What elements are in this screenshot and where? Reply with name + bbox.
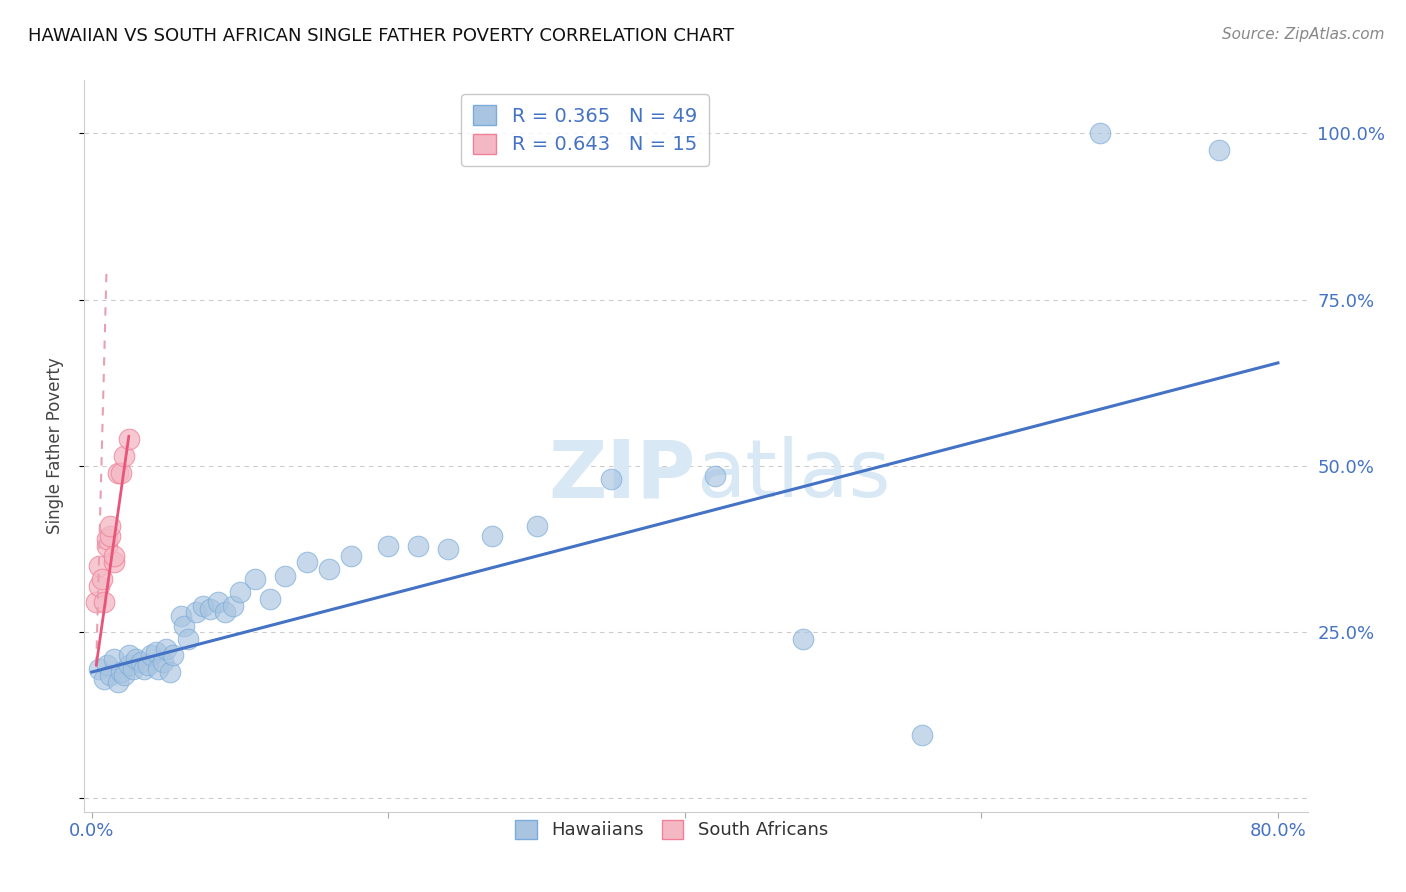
Point <box>200 602 222 616</box>
Point <box>103 555 125 569</box>
Point <box>98 529 121 543</box>
Point <box>118 433 141 447</box>
Point <box>93 595 115 609</box>
Point <box>318 562 340 576</box>
Point <box>112 668 135 682</box>
Point <box>406 539 429 553</box>
Text: HAWAIIAN VS SOUTH AFRICAN SINGLE FATHER POVERTY CORRELATION CHART: HAWAIIAN VS SOUTH AFRICAN SINGLE FATHER … <box>28 27 734 45</box>
Point <box>129 655 152 669</box>
Point <box>89 662 111 676</box>
Point <box>214 605 236 619</box>
Point <box>103 549 125 563</box>
Point <box>159 665 181 679</box>
Point <box>132 662 155 676</box>
Point <box>273 568 295 582</box>
Point <box>110 466 132 480</box>
Point <box>162 648 184 663</box>
Point <box>152 655 174 669</box>
Text: Source: ZipAtlas.com: Source: ZipAtlas.com <box>1222 27 1385 42</box>
Point <box>125 652 148 666</box>
Point <box>136 658 159 673</box>
Point <box>526 518 548 533</box>
Point <box>122 662 145 676</box>
Point <box>148 662 170 676</box>
Point <box>89 558 111 573</box>
Point <box>259 591 281 606</box>
Point <box>243 572 266 586</box>
Point <box>89 579 111 593</box>
Point <box>184 605 207 619</box>
Text: atlas: atlas <box>696 436 890 515</box>
Point <box>107 466 129 480</box>
Point <box>191 599 214 613</box>
Legend: Hawaiians, South Africans: Hawaiians, South Africans <box>508 813 835 847</box>
Point <box>145 645 167 659</box>
Point <box>96 539 118 553</box>
Point <box>377 539 399 553</box>
Point <box>911 728 934 742</box>
Y-axis label: Single Father Poverty: Single Father Poverty <box>45 358 63 534</box>
Point <box>103 652 125 666</box>
Point <box>599 472 621 486</box>
Point <box>177 632 200 646</box>
Text: ZIP: ZIP <box>548 436 696 515</box>
Point <box>98 668 121 682</box>
Point <box>792 632 814 646</box>
Point <box>703 469 725 483</box>
Point <box>107 675 129 690</box>
Point <box>170 608 193 623</box>
Point <box>221 599 243 613</box>
Point <box>118 658 141 673</box>
Point <box>295 555 318 569</box>
Point <box>139 648 162 663</box>
Point <box>91 572 114 586</box>
Point <box>229 585 252 599</box>
Point <box>436 542 458 557</box>
Point <box>84 595 107 609</box>
Point <box>340 549 363 563</box>
Point <box>110 665 132 679</box>
Point <box>155 641 177 656</box>
Point <box>112 449 135 463</box>
Point <box>96 532 118 546</box>
Point <box>93 672 115 686</box>
Point <box>481 529 503 543</box>
Point <box>98 518 121 533</box>
Point <box>173 618 195 632</box>
Point <box>207 595 229 609</box>
Point <box>118 648 141 663</box>
Point <box>96 658 118 673</box>
Point <box>1208 143 1230 157</box>
Point <box>1088 127 1111 141</box>
